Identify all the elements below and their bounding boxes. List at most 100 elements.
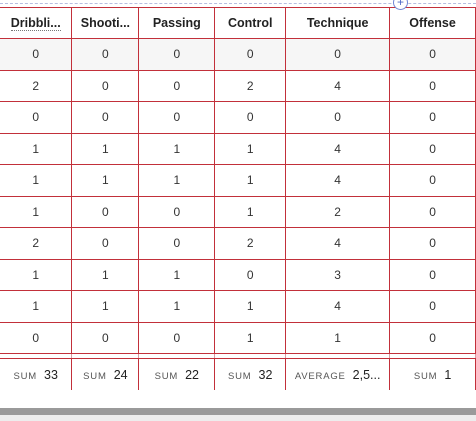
table-cell[interactable]: 0 xyxy=(138,38,216,71)
table-cell[interactable]: 0 xyxy=(285,101,391,134)
table-row: 1 0 0 1 2 0 xyxy=(0,195,476,228)
table-cell[interactable]: 1 xyxy=(214,132,287,165)
table-cell[interactable]: 1 xyxy=(71,258,140,291)
table-row: 2 0 0 2 4 0 xyxy=(0,227,476,260)
aggregation-cell[interactable]: SUM 33 xyxy=(0,358,73,390)
table-cell[interactable]: 1 xyxy=(71,290,140,323)
table-cell[interactable]: 0 xyxy=(138,321,216,354)
table-row: 1 1 1 0 3 0 xyxy=(0,258,476,291)
table-cell[interactable]: 0 xyxy=(0,101,73,134)
table-cell[interactable]: 0 xyxy=(214,38,287,71)
table-cell xyxy=(138,353,216,359)
table-cell[interactable]: 1 xyxy=(0,195,73,228)
table-cell[interactable]: 0 xyxy=(214,258,287,291)
table-cell[interactable]: 0 xyxy=(71,195,140,228)
table-cell[interactable]: 0 xyxy=(389,227,476,260)
table-cell[interactable]: 2 xyxy=(285,195,391,228)
table-cell[interactable]: 0 xyxy=(138,195,216,228)
table-cell[interactable]: 0 xyxy=(138,69,216,102)
column-header-dribbling[interactable]: Dribbli... xyxy=(0,7,73,39)
table-cell[interactable]: 0 xyxy=(389,258,476,291)
table-cell[interactable]: 4 xyxy=(285,227,391,260)
aggregation-cell[interactable]: SUM 22 xyxy=(138,358,216,390)
table-cell[interactable]: 0 xyxy=(71,38,140,71)
table-cell[interactable]: 2 xyxy=(0,227,73,260)
column-header-control[interactable]: Control xyxy=(214,7,287,39)
table-cell[interactable]: 1 xyxy=(214,164,287,197)
table-cell[interactable]: 1 xyxy=(0,132,73,165)
table-row: 1 1 1 1 4 0 xyxy=(0,132,476,165)
table-cell[interactable]: 4 xyxy=(285,69,391,102)
table-cell[interactable]: 1 xyxy=(138,132,216,165)
table-cell[interactable]: 0 xyxy=(389,195,476,228)
table-cell[interactable]: 0 xyxy=(389,290,476,323)
table-cell[interactable]: 4 xyxy=(285,132,391,165)
table-row: 0 0 0 0 0 0 xyxy=(0,38,476,71)
aggregation-label: AVERAGE xyxy=(294,370,346,382)
table-cell[interactable]: 2 xyxy=(214,69,287,102)
table-cell[interactable]: 0 xyxy=(389,69,476,102)
table-cell[interactable]: 0 xyxy=(389,38,476,71)
table-cell[interactable]: 1 xyxy=(214,195,287,228)
table-cell[interactable]: 0 xyxy=(389,101,476,134)
table-cell[interactable]: 0 xyxy=(71,321,140,354)
add-column-icon[interactable]: + xyxy=(393,0,408,10)
column-header-offense[interactable]: Offense xyxy=(389,7,476,39)
table-cell[interactable]: 0 xyxy=(214,101,287,134)
table-cell[interactable]: 1 xyxy=(0,290,73,323)
data-table: Dribbli... Shooti... Passing Control Tec… xyxy=(0,7,476,390)
column-selection-border xyxy=(0,3,476,4)
table-cell xyxy=(71,353,140,359)
table-cell[interactable]: 0 xyxy=(71,227,140,260)
aggregation-value: 22 xyxy=(185,367,200,382)
table-cell[interactable]: 1 xyxy=(214,290,287,323)
table-cell[interactable]: 4 xyxy=(285,164,391,197)
aggregation-label: SUM xyxy=(83,370,107,382)
table-cell[interactable]: 1 xyxy=(138,290,216,323)
table-cell[interactable]: 1 xyxy=(0,258,73,291)
table-cell[interactable]: 0 xyxy=(71,101,140,134)
table-cell[interactable]: 0 xyxy=(71,69,140,102)
aggregation-cell[interactable]: SUM 32 xyxy=(214,358,287,390)
table-cell[interactable]: 0 xyxy=(389,132,476,165)
table-cell[interactable]: 1 xyxy=(214,321,287,354)
column-header-label: Dribbli... xyxy=(10,16,61,31)
table-cell[interactable]: 0 xyxy=(0,38,73,71)
table-cell[interactable]: 0 xyxy=(138,101,216,134)
table-row: 2 0 0 2 4 0 xyxy=(0,69,476,102)
aggregation-value: 1 xyxy=(444,367,452,382)
table-row: 1 1 1 1 4 0 xyxy=(0,290,476,323)
column-header-passing[interactable]: Passing xyxy=(138,7,216,39)
table-cell[interactable]: 0 xyxy=(0,321,73,354)
aggregation-label: SUM xyxy=(413,370,438,382)
aggregation-cell[interactable]: AVERAGE 2,5... xyxy=(285,358,391,390)
table-cell[interactable]: 0 xyxy=(285,38,391,71)
column-header-technique[interactable]: Technique xyxy=(285,7,391,39)
table-cell[interactable]: 1 xyxy=(71,132,140,165)
aggregation-cell[interactable]: SUM 24 xyxy=(71,358,140,390)
table-cell xyxy=(389,353,476,359)
table-cell[interactable]: 4 xyxy=(285,290,391,323)
aggregation-cell[interactable]: SUM 1 xyxy=(389,358,476,390)
table-row: 0 0 0 0 0 0 xyxy=(0,101,476,134)
table-cell[interactable]: 3 xyxy=(285,258,391,291)
table-cell xyxy=(285,353,391,359)
table-cell[interactable]: 0 xyxy=(389,321,476,354)
aggregation-label: SUM xyxy=(228,370,252,382)
table-cell[interactable]: 1 xyxy=(71,164,140,197)
table-cell[interactable]: 2 xyxy=(0,69,73,102)
table-cell[interactable]: 1 xyxy=(0,164,73,197)
partial-row xyxy=(0,353,476,359)
aggregation-value: 24 xyxy=(113,367,128,382)
scrollbar-track xyxy=(0,415,476,421)
table-cell[interactable]: 1 xyxy=(138,258,216,291)
table-cell[interactable]: 2 xyxy=(214,227,287,260)
table-cell[interactable]: 1 xyxy=(285,321,391,354)
column-header-shooting[interactable]: Shooti... xyxy=(71,7,140,39)
table-cell[interactable]: 0 xyxy=(138,227,216,260)
header-row: Dribbli... Shooti... Passing Control Tec… xyxy=(0,7,476,39)
table-cell[interactable]: 0 xyxy=(389,164,476,197)
horizontal-scrollbar[interactable] xyxy=(0,408,476,415)
table-cell[interactable]: 1 xyxy=(138,164,216,197)
aggregation-value: 32 xyxy=(258,367,273,382)
